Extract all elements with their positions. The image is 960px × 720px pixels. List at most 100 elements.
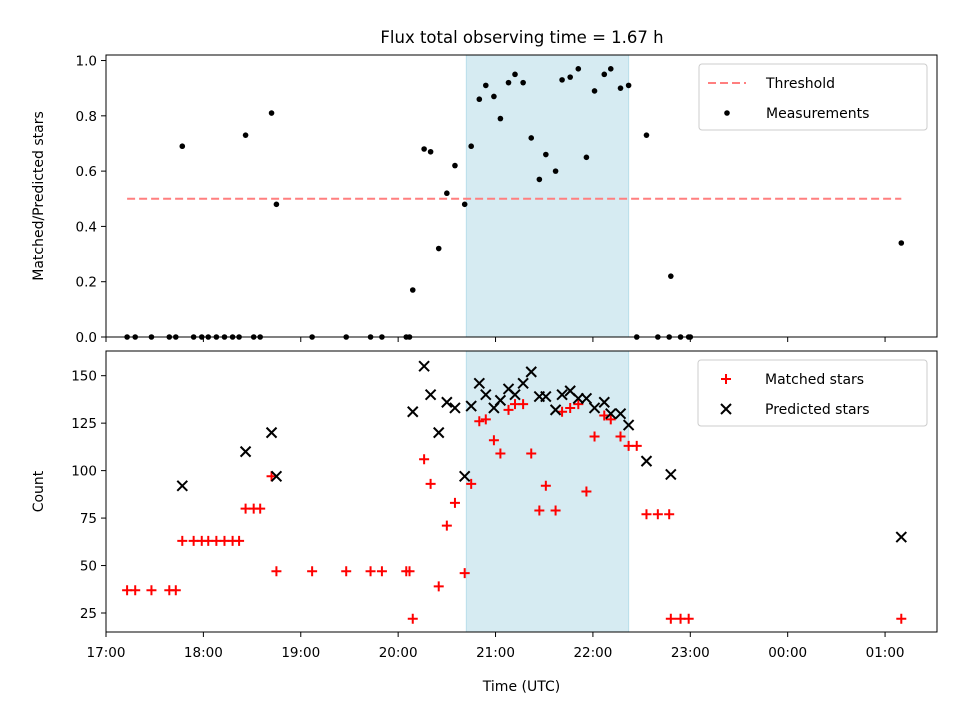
predicted-point	[494, 394, 507, 407]
matched-point	[271, 566, 282, 577]
legend-box	[698, 63, 928, 131]
y-tick-label: 0.8	[76, 109, 97, 125]
predicted-point	[598, 396, 610, 408]
x-tick-label: 19:00	[281, 645, 320, 661]
predicted-point	[549, 404, 562, 416]
y-tick-label: 25	[80, 606, 97, 622]
x-tick-label: 21:00	[476, 645, 515, 661]
predicted-point	[465, 400, 477, 412]
matched-point	[307, 566, 318, 577]
x-tick-label: 17:00	[87, 645, 126, 661]
predicted-point	[418, 360, 430, 372]
series-matched-stars	[122, 399, 907, 624]
predicted-point	[517, 377, 529, 389]
matched-point	[641, 509, 652, 520]
matched-point	[407, 613, 418, 624]
measurement-point	[536, 176, 543, 183]
measurement-point	[552, 168, 559, 174]
measurement-point	[482, 82, 489, 89]
y-axis-label: Count	[31, 470, 47, 512]
predicted-point	[424, 388, 437, 401]
measurement-point	[543, 151, 549, 158]
matched-point	[255, 503, 266, 514]
predicted-point	[540, 390, 552, 403]
x-tick-label: 23:00	[671, 645, 710, 661]
measurement-point	[591, 88, 598, 94]
measurement-point	[421, 146, 427, 152]
legend: Threshold Measurements	[698, 63, 928, 131]
y-tick-label: 150	[71, 369, 97, 385]
count-panel: 25 50 75 100 125 150 17:00 18:00 19:00 20:00 21:00…	[31, 350, 938, 695]
legend-measurement-swatch	[724, 110, 730, 116]
matched-point	[615, 431, 626, 442]
measurement-point	[559, 77, 565, 83]
matched-point	[664, 509, 675, 520]
measurement-point	[427, 148, 434, 155]
measurement-point	[583, 154, 590, 161]
x-tick-label: 01:00	[866, 645, 905, 661]
y-tick-label: 0.2	[76, 275, 97, 291]
measurement-point	[505, 79, 512, 86]
measurement-point	[567, 74, 573, 80]
matched-point	[896, 613, 907, 624]
predicted-point	[556, 388, 568, 401]
matched-point	[234, 535, 245, 546]
legend-label: Matched stars	[765, 372, 864, 388]
measurement-point	[512, 71, 518, 78]
measurement-point	[468, 143, 474, 150]
matched-point	[665, 613, 676, 624]
predicted-point	[433, 426, 445, 439]
predicted-point	[265, 426, 278, 439]
predicted-point	[580, 392, 593, 405]
measurement-point	[601, 71, 608, 78]
predicted-point	[441, 396, 453, 408]
predicted-point	[176, 480, 188, 492]
matched-point	[581, 486, 592, 497]
measurement-point	[668, 273, 674, 279]
legend-matched-swatch	[721, 374, 731, 384]
measurement-point	[898, 240, 905, 246]
measurement-point	[461, 201, 468, 208]
observing-window-span	[465, 350, 630, 633]
predicted-point	[665, 468, 677, 481]
matched-point	[605, 414, 616, 425]
y-tick-label: 0.0	[76, 330, 97, 346]
matched-point	[130, 585, 141, 596]
predicted-point	[622, 419, 635, 431]
series-predicted-stars	[176, 360, 908, 543]
measurement-point	[617, 85, 624, 91]
matched-point	[365, 566, 376, 577]
measurement-point	[268, 110, 275, 116]
measurement-point	[575, 66, 582, 72]
matched-point	[459, 568, 470, 579]
matched-point	[449, 497, 460, 508]
predicted-point	[270, 470, 283, 483]
observing-window-span	[465, 54, 630, 338]
predicted-point	[895, 531, 908, 543]
x-tick-label: 00:00	[768, 645, 807, 661]
matched-point	[565, 402, 576, 413]
y-axis-label: Matched/Predicted stars	[31, 111, 47, 281]
x-axis-label: Time (UTC)	[482, 679, 560, 695]
measurement-point	[476, 96, 483, 103]
matched-point	[441, 520, 452, 531]
matched-point	[495, 448, 506, 459]
legend-label: Threshold	[765, 76, 835, 92]
matched-point	[146, 585, 157, 596]
y-tick-label: 1.0	[76, 54, 97, 70]
matched-point	[480, 414, 491, 425]
legend-predicted-swatch	[720, 403, 732, 415]
predicted-point	[239, 445, 252, 458]
matched-point	[425, 478, 436, 489]
matched-point	[170, 585, 181, 596]
predicted-point	[480, 388, 492, 401]
x-tick-label: 18:00	[184, 645, 223, 661]
y-tick-label: 0.6	[76, 164, 97, 180]
legend-label: Predicted stars	[765, 402, 870, 418]
predicted-point	[509, 388, 521, 401]
y-tick-label: 100	[71, 464, 97, 480]
matched-point	[376, 566, 387, 577]
chart-title: Flux total observing time = 1.67 h	[380, 28, 663, 47]
predicted-point	[473, 377, 486, 389]
